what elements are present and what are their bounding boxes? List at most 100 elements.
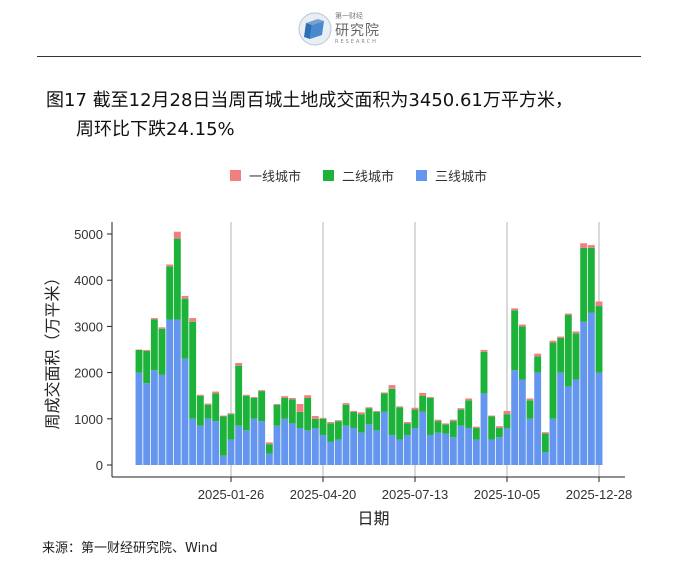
bar-s2-29: [357, 432, 365, 465]
bar-s1-50: [518, 326, 526, 380]
bar-s0-44: [472, 426, 480, 429]
bar-s2-19: [281, 418, 289, 465]
bar-s2-52: [534, 372, 542, 465]
legend-swatch-tier1: [230, 170, 241, 181]
bar-s0-45: [480, 349, 488, 352]
figure-title-line1: 图17 截至12月28日当周百城土地成交面积为3450.61万平方米，: [46, 90, 573, 111]
bar-s0-40: [442, 423, 450, 425]
bar-s1-29: [357, 414, 365, 433]
bar-s2-2: [150, 370, 158, 465]
bar-s2-45: [480, 393, 488, 465]
bar-s1-17: [265, 444, 273, 454]
bar-s1-16: [258, 391, 266, 422]
bar-s2-16: [258, 421, 266, 465]
bar-s0-38: [426, 397, 434, 399]
y-tick-label-0: 0: [96, 458, 103, 473]
legend-label-tier3: 三线城市: [435, 170, 488, 185]
bar-s2-41: [449, 437, 457, 465]
x-axis-title: 日期: [357, 509, 389, 528]
bar-s1-18: [273, 404, 281, 426]
bar-s1-13: [235, 365, 243, 426]
bar-s2-4: [166, 319, 174, 465]
bar-s0-34: [396, 406, 404, 408]
bar-s2-10: [212, 421, 220, 465]
bar-s2-3: [158, 374, 166, 465]
bar-s2-12: [227, 439, 235, 465]
bar-s0-15: [250, 397, 258, 399]
bar-s1-8: [196, 395, 204, 426]
bar-s1-11: [219, 416, 227, 456]
bar-s0-26: [334, 420, 342, 422]
bar-s1-26: [334, 421, 342, 440]
bar-s2-1: [143, 383, 151, 465]
bar-s0-32: [380, 392, 388, 394]
bar-s2-8: [196, 425, 204, 465]
bar-s0-30: [365, 407, 373, 409]
book-icon: [298, 12, 332, 46]
bar-s0-4: [166, 264, 174, 267]
bar-s2-9: [204, 418, 212, 465]
bar-s0-13: [235, 362, 243, 366]
x-tick-label-3: 2025-10-05: [474, 487, 541, 502]
figure-title: 图17 截至12月28日当周百城土地成交面积为3450.61万平方米， 周环比下…: [46, 86, 646, 144]
bar-s1-48: [503, 414, 511, 429]
bar-s1-21: [296, 411, 304, 429]
bar-s0-22: [304, 395, 312, 399]
logo-top-text: 第一财经: [335, 12, 363, 20]
bar-s2-39: [434, 432, 442, 465]
bar-s0-48: [503, 410, 511, 415]
bar-s1-55: [557, 337, 565, 373]
bar-s1-9: [204, 404, 212, 419]
bar-s0-39: [434, 419, 442, 422]
bar-s1-30: [365, 408, 373, 425]
bar-s1-53: [541, 433, 549, 453]
bar-s1-52: [534, 356, 542, 373]
bar-s2-53: [541, 452, 549, 465]
bar-s0-3: [158, 327, 166, 329]
bar-s1-24: [319, 418, 327, 435]
bar-s0-37: [419, 392, 427, 396]
bar-s2-38: [426, 434, 434, 465]
bar-s1-10: [212, 393, 220, 422]
bar-s2-11: [219, 455, 227, 465]
x-tick-label-1: 2025-04-20: [290, 487, 357, 502]
logo-cn-text: 研究院: [335, 23, 380, 39]
bar-s2-57: [572, 379, 580, 465]
bar-s1-34: [396, 407, 404, 440]
bar-s0-57: [572, 331, 580, 334]
bar-s2-21: [296, 428, 304, 465]
logo-en-text: RESEARCH: [335, 39, 378, 45]
bar-s2-54: [549, 418, 557, 465]
bar-s2-56: [564, 386, 572, 465]
bar-s1-20: [288, 399, 296, 424]
bar-s1-51: [526, 400, 534, 419]
bar-s0-20: [288, 398, 296, 400]
bar-s2-17: [265, 453, 273, 465]
bar-s0-56: [564, 313, 572, 315]
bar-s0-60: [595, 301, 603, 307]
bar-s1-40: [442, 424, 450, 434]
bar-s1-58: [580, 247, 588, 322]
y-tick-label-2: 2000: [74, 366, 103, 381]
bar-s1-15: [250, 398, 258, 419]
bar-s2-25: [327, 441, 335, 465]
bar-s1-41: [449, 421, 457, 438]
bar-s2-58: [580, 321, 588, 465]
bar-s0-50: [518, 324, 526, 327]
bar-s2-55: [557, 372, 565, 465]
chart-legend: 一线城市 二线城市 三线城市: [230, 166, 487, 185]
bar-s2-47: [495, 437, 503, 465]
bar-s1-39: [434, 421, 442, 433]
bar-s2-36: [411, 428, 419, 465]
bar-s0-42: [457, 408, 465, 410]
bar-s0-10: [212, 391, 220, 394]
bar-s0-52: [534, 353, 542, 357]
bar-s2-33: [388, 434, 396, 465]
bar-s0-31: [373, 410, 381, 412]
bar-s1-3: [158, 328, 166, 375]
legend-label-tier1: 一线城市: [249, 170, 302, 185]
bar-s2-6: [181, 358, 189, 465]
y-tick-label-1: 1000: [74, 412, 103, 427]
bar-s0-1: [143, 349, 151, 351]
bar-s0-59: [587, 245, 595, 248]
